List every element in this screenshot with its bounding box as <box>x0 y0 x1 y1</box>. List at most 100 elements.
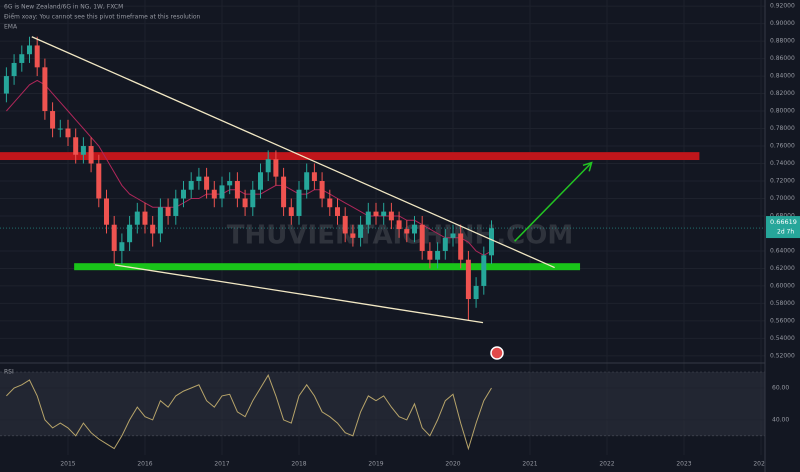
trendline <box>114 264 484 324</box>
candle-body <box>111 224 117 251</box>
candle-body <box>450 233 456 238</box>
candle-body <box>365 211 371 225</box>
candle-body <box>327 198 333 208</box>
y-tick-label: 0.82000 <box>770 90 795 97</box>
candle-body <box>265 159 271 173</box>
x-tick-label: 2017 <box>214 461 229 468</box>
candle-body <box>388 211 394 221</box>
candle-body <box>180 189 186 199</box>
candle-body <box>73 137 79 155</box>
grid: 2015 2016 2017 2018 2019 2020 2021 2022 2023 2024 <box>0 0 769 468</box>
candle-body <box>311 172 317 181</box>
candle-body <box>257 172 263 190</box>
x-tick-label: 2020 <box>445 461 460 468</box>
candle-body <box>404 229 410 234</box>
candle-body <box>42 67 48 112</box>
candle-body <box>442 237 448 251</box>
event-icon[interactable] <box>490 346 504 360</box>
x-tick-label: 2018 <box>291 461 306 468</box>
candle-body <box>204 176 210 190</box>
x-tick-label: 2019 <box>368 461 383 468</box>
y-tick-label: 0.90000 <box>770 20 795 27</box>
y-tick-label: 0.52000 <box>770 352 795 359</box>
x-tick-label: 2022 <box>599 461 614 468</box>
x-tick-label: 2024 <box>753 461 768 468</box>
candle-body <box>103 198 109 225</box>
candle-body <box>396 220 402 230</box>
rsi-line <box>6 374 492 451</box>
rsi-pane <box>0 371 765 451</box>
last-price-label: 0.66619 <box>770 218 797 226</box>
candle-body <box>3 76 9 94</box>
candle-body <box>427 250 433 260</box>
rsi-band <box>0 371 765 436</box>
candle-body <box>319 181 325 199</box>
candle-body <box>219 185 225 199</box>
candle-body <box>227 181 233 186</box>
y-tick-label: 0.80000 <box>770 108 795 115</box>
y-tick-label: 0.84000 <box>770 73 795 80</box>
y-tick-label: 0.62000 <box>770 265 795 272</box>
candle-body <box>96 163 102 199</box>
candle-body <box>288 207 294 216</box>
chart-title: 6G is New Zealand/6G in NG, 1W, FXCM <box>4 4 123 11</box>
x-tick-label: 2021 <box>522 461 537 468</box>
ema-line <box>6 79 492 256</box>
arrow <box>514 162 593 242</box>
trendline <box>31 36 555 269</box>
candle-body <box>134 211 140 225</box>
candle-body <box>281 176 287 208</box>
candle-body <box>373 211 379 216</box>
candle-body <box>88 146 94 164</box>
axis-labels: 0.52000 0.54000 0.56000 0.58000 0.60000 0.620… <box>766 3 800 423</box>
candle-body <box>435 250 441 260</box>
zone <box>74 263 581 271</box>
candle-body <box>211 189 217 199</box>
candle-body <box>458 233 464 260</box>
y-tick-label: 0.92000 <box>770 3 795 10</box>
ema-label: EMA <box>4 24 18 31</box>
candle-body <box>334 207 340 216</box>
candle-body <box>419 224 425 251</box>
candle-body <box>411 224 417 234</box>
candle-body <box>381 211 387 216</box>
y-tick-label: 0.76000 <box>770 143 795 150</box>
candle-body <box>188 181 194 190</box>
rsi-tick-label: 40.00 <box>772 416 789 423</box>
zone <box>0 152 700 161</box>
candle-body <box>481 255 487 286</box>
candle-body <box>19 54 25 63</box>
plot-area <box>0 36 765 324</box>
rsi-tick-label: 60.00 <box>772 384 789 391</box>
candle-body <box>273 159 279 177</box>
candle-body <box>80 146 86 155</box>
candle-body <box>250 189 256 208</box>
candle-body <box>150 224 156 234</box>
candle-body <box>11 62 17 77</box>
candle-body <box>157 207 163 234</box>
x-tick-label: 2015 <box>60 461 75 468</box>
y-tick-label: 0.70000 <box>770 195 795 202</box>
candle-body <box>142 211 148 225</box>
candle-body <box>57 128 63 130</box>
arrow-head <box>582 161 593 172</box>
y-tick-label: 0.56000 <box>770 317 795 324</box>
candle-body <box>234 181 240 199</box>
y-tick-label: 0.58000 <box>770 300 795 307</box>
x-tick-label: 2016 <box>137 461 152 468</box>
y-tick-label: 0.64000 <box>770 247 795 254</box>
last-price-box <box>766 216 800 239</box>
y-tick-label: 0.74000 <box>770 160 795 167</box>
candle-body <box>242 198 248 208</box>
candle-body <box>165 207 171 216</box>
x-tick-label: 2023 <box>676 461 691 468</box>
rsi-label: RSI <box>4 369 14 376</box>
candle-body <box>65 128 71 138</box>
candle-body <box>26 45 32 55</box>
y-tick-label: 0.86000 <box>770 55 795 62</box>
y-tick-label: 0.68000 <box>770 212 795 219</box>
candle-body <box>296 189 302 216</box>
chart-subtitle: Điểm xoay: You cannot see this pivot tim… <box>4 14 201 21</box>
countdown-label: 2d 7h <box>777 229 794 236</box>
